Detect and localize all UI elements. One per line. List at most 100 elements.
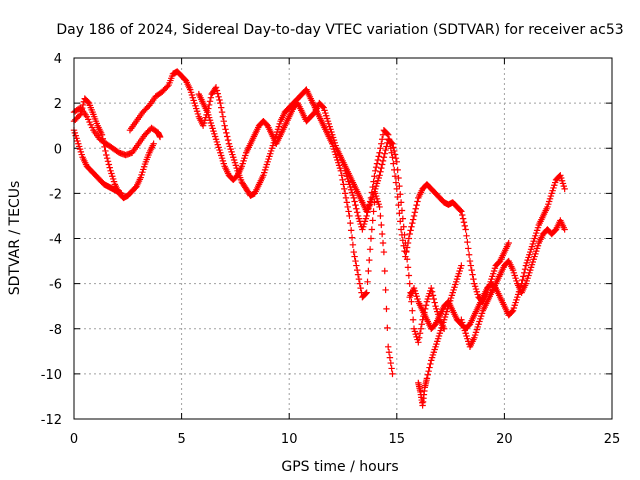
data-point-plus [150, 140, 157, 147]
data-point-plus [427, 360, 434, 368]
data-point-plus [380, 154, 388, 161]
data-point-plus [222, 126, 229, 133]
data-point-plus [106, 164, 113, 171]
data-point-plus [459, 211, 466, 219]
data-point-plus [414, 198, 421, 205]
data-point-plus [425, 367, 432, 375]
series-trace-g [406, 172, 568, 332]
data-point-plus [207, 94, 215, 101]
data-point-plus [319, 103, 326, 110]
data-point-plus [408, 298, 415, 305]
data-point-plus [341, 185, 348, 193]
data-point-plus [463, 232, 470, 239]
data-point-plus [372, 164, 380, 171]
data-point-plus [461, 222, 469, 230]
data-point-plus [118, 190, 125, 197]
data-point-plus [217, 104, 225, 111]
data-point-plus [397, 226, 405, 233]
data-point-plus [357, 284, 364, 292]
data-point-plus [385, 136, 393, 143]
series-trace-i [415, 262, 465, 409]
data-point-plus [164, 83, 171, 90]
data-point-plus [379, 239, 387, 247]
data-point-plus [349, 241, 357, 249]
data-point-plus [348, 234, 356, 241]
data-point-plus [561, 185, 568, 193]
data-point-plus [519, 276, 526, 284]
data-point-plus [395, 201, 402, 209]
data-point-plus [403, 244, 411, 251]
data-point-plus [376, 172, 383, 179]
data-layer [70, 68, 568, 409]
y-tick-label: 0 [54, 142, 62, 157]
data-point-plus [505, 239, 512, 247]
data-point-plus [508, 308, 516, 315]
data-point-plus [368, 226, 376, 233]
data-point-plus [217, 99, 224, 107]
data-point-plus [416, 330, 424, 337]
data-point-plus [345, 208, 352, 215]
series-trace-e [195, 90, 448, 346]
data-point-plus [388, 149, 395, 156]
data-point-plus [216, 96, 223, 104]
y-tick-label: -10 [41, 368, 62, 383]
data-point-plus [354, 266, 361, 274]
data-point-plus [465, 251, 473, 258]
data-point-plus [220, 117, 227, 125]
data-point-plus [224, 133, 231, 140]
x-tick-label: 20 [496, 432, 513, 447]
data-point-plus [156, 133, 164, 141]
plot-frame [73, 57, 613, 420]
data-point-plus [352, 201, 359, 209]
data-point-plus [219, 113, 227, 120]
data-point-plus [347, 219, 354, 227]
data-point-plus [103, 151, 110, 159]
data-point-plus [350, 248, 357, 256]
data-point-plus [387, 359, 394, 367]
data-point-plus [415, 339, 422, 346]
data-point-plus [351, 253, 358, 260]
data-point-plus [388, 365, 395, 372]
data-point-plus [418, 321, 425, 328]
x-tick-label: 5 [177, 432, 185, 447]
data-point-plus [364, 209, 371, 216]
data-point-plus [398, 231, 406, 239]
data-point-plus [372, 167, 379, 175]
series-trace-d [126, 68, 396, 378]
data-point-plus [399, 237, 407, 244]
data-point-plus [356, 280, 363, 287]
data-point-plus [368, 189, 376, 196]
data-point-plus [367, 235, 375, 242]
data-point-plus [428, 284, 435, 292]
series-trace-a [70, 104, 164, 159]
data-point-plus [462, 226, 469, 233]
data-point-plus [392, 179, 400, 186]
data-point-plus [417, 325, 425, 332]
data-point-plus [98, 131, 106, 138]
y-tick-label: -12 [41, 413, 62, 428]
data-point-plus [404, 264, 412, 271]
data-point-plus [378, 221, 385, 229]
data-point-plus [411, 209, 419, 216]
data-point-plus [99, 135, 107, 142]
data-point-plus [214, 90, 221, 97]
data-point-plus [386, 354, 394, 361]
y-tick-label: 4 [54, 52, 62, 67]
data-point-plus [407, 227, 414, 234]
data-point-plus [75, 112, 83, 119]
data-point-plus [342, 194, 350, 202]
y-tick-label: -4 [49, 233, 62, 248]
data-point-plus [224, 136, 232, 144]
data-point-plus [467, 262, 475, 269]
data-point-plus [377, 212, 384, 220]
data-point-plus [366, 246, 374, 253]
y-tick-label: -2 [49, 187, 62, 202]
data-point-plus [387, 145, 394, 152]
data-point-plus [412, 205, 419, 212]
data-point-plus [377, 168, 384, 175]
data-point-plus [352, 257, 359, 265]
data-point-plus [415, 334, 423, 341]
data-point-plus [351, 198, 358, 205]
data-point-plus [343, 199, 351, 206]
data-point-plus [206, 98, 214, 105]
